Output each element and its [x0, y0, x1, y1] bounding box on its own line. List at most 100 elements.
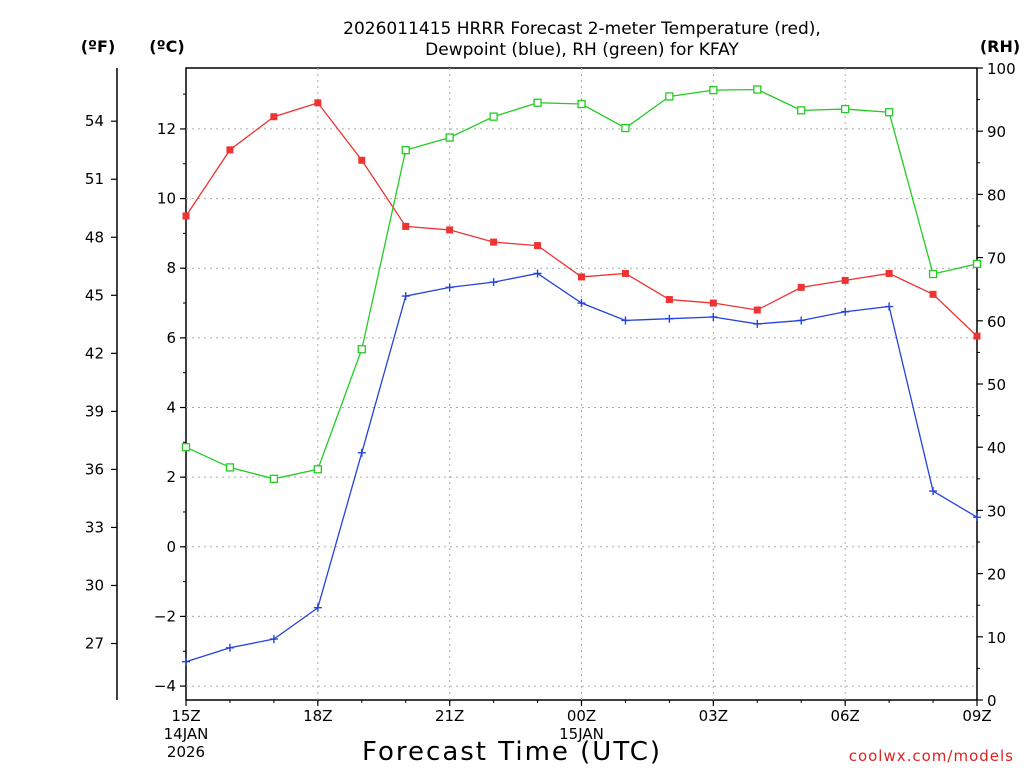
- rh-point: [665, 92, 674, 101]
- temperature-point: [314, 99, 322, 107]
- temperature-point: [885, 269, 893, 277]
- x-tick-year-label: 2026: [167, 743, 205, 761]
- rh-point: [753, 85, 762, 94]
- rh-point: [181, 443, 191, 452]
- rh-point: [709, 85, 718, 95]
- x-tick-label: 09Z: [962, 707, 991, 725]
- temperature-point: [841, 276, 849, 284]
- dewpoint-point: [929, 487, 938, 496]
- temperature-point: [929, 290, 937, 298]
- temperature-point: [665, 296, 673, 304]
- temperature-point: [578, 273, 585, 281]
- temperature-point: [358, 156, 366, 164]
- temperature-point: [797, 283, 805, 291]
- x-tick-label: 21Z: [435, 707, 464, 725]
- temperature-point: [490, 238, 498, 246]
- rh-point: [269, 474, 279, 483]
- credit-text: coolwx.com/models: [849, 747, 1014, 765]
- dewpoint-point: [445, 283, 454, 292]
- celsius-tick-label: −4: [154, 677, 176, 695]
- rh-point: [797, 106, 806, 115]
- temperature-point: [709, 299, 717, 307]
- x-tick-label: 03Z: [699, 707, 728, 725]
- temperature-point: [753, 306, 761, 314]
- dewpoint-point: [489, 278, 498, 287]
- rh-tick-label: 90: [987, 123, 1006, 141]
- x-tick-label: 06Z: [830, 707, 859, 725]
- left-c-unit-label: (ºC): [149, 37, 184, 56]
- rh-point: [928, 269, 938, 279]
- x-tick-label: 18Z: [303, 707, 332, 725]
- celsius-tick-label: 4: [166, 399, 176, 417]
- celsius-tick-label: 8: [166, 259, 176, 277]
- x-tick-label: 00Z: [567, 707, 596, 725]
- rh-point: [621, 123, 630, 133]
- rh-point: [313, 465, 322, 474]
- temperature-point: [973, 332, 981, 340]
- fahrenheit-tick-label: 45: [85, 286, 104, 304]
- temperature-point: [270, 113, 278, 121]
- chart-title-line1: 2026011415 HRRR Forecast 2-meter Tempera…: [343, 19, 821, 39]
- dewpoint-point: [709, 312, 718, 321]
- dewpoint-point: [182, 657, 190, 666]
- rh-point: [972, 259, 982, 269]
- rh-point: [489, 112, 498, 121]
- fahrenheit-tick-label: 33: [85, 518, 104, 536]
- dewpoint-point: [753, 319, 762, 328]
- dewpoint-point: [269, 635, 278, 644]
- series-layer: [181, 85, 982, 666]
- fahrenheit-tick-label: 39: [85, 402, 104, 420]
- dewpoint-point: [357, 448, 366, 457]
- temperature-point: [402, 222, 410, 230]
- rh-point: [445, 133, 454, 142]
- rh-point: [841, 104, 850, 114]
- temperature-point: [182, 212, 190, 220]
- fahrenheit-tick-label: 27: [85, 635, 104, 653]
- plot-frame: [185, 67, 978, 701]
- celsius-tick-label: 2: [166, 468, 176, 486]
- rh-tick-label: 60: [987, 313, 1006, 331]
- dewpoint-point: [313, 603, 322, 612]
- rh-tick-label: 40: [987, 439, 1006, 457]
- fahrenheit-tick-label: 30: [85, 576, 104, 594]
- rh-tick-label: 0: [987, 692, 997, 710]
- fahrenheit-tick-label: 48: [85, 228, 104, 246]
- dewpoint-point: [225, 643, 234, 652]
- rh-tick-label: 30: [987, 502, 1006, 520]
- rh-point: [577, 99, 586, 109]
- celsius-tick-label: 0: [166, 538, 176, 556]
- dewpoint-point: [665, 314, 674, 323]
- celsius-tick-label: 6: [166, 329, 176, 347]
- celsius-tick-label: 10: [157, 190, 176, 208]
- rh-point: [533, 98, 542, 107]
- rh-point: [225, 463, 235, 472]
- fahrenheit-tick-label: 42: [85, 344, 104, 362]
- celsius-tick-label: 12: [157, 120, 176, 138]
- fahrenheit-tick-label: 36: [85, 460, 104, 478]
- temperature-point: [621, 269, 629, 277]
- rh-tick-label: 50: [987, 376, 1006, 394]
- dewpoint-point: [841, 307, 850, 316]
- dewpoint-point: [401, 292, 410, 301]
- temperature-point: [446, 226, 454, 234]
- rh-tick-label: 10: [987, 629, 1006, 647]
- fahrenheit-tick-label: 51: [85, 170, 104, 188]
- temperature-point: [226, 146, 234, 154]
- left-f-unit-label: (ºF): [81, 37, 116, 56]
- rh-point: [357, 345, 366, 354]
- dewpoint-point: [533, 269, 542, 278]
- dewpoint-point: [621, 316, 630, 325]
- dewpoint-point: [797, 316, 806, 325]
- dewpoint-point: [577, 299, 586, 308]
- rh-tick-label: 20: [987, 566, 1006, 584]
- grid: [186, 68, 977, 700]
- dewpoint-point: [885, 302, 894, 311]
- chart-title-line2: Dewpoint (blue), RH (green) for KFAY: [425, 40, 739, 60]
- rh-point: [401, 146, 410, 155]
- x-tick-date-label: 15JAN: [559, 725, 604, 743]
- fahrenheit-tick-label: 54: [85, 112, 104, 130]
- x-tick-date-label: 14JAN: [164, 725, 209, 743]
- rh-point: [884, 108, 894, 117]
